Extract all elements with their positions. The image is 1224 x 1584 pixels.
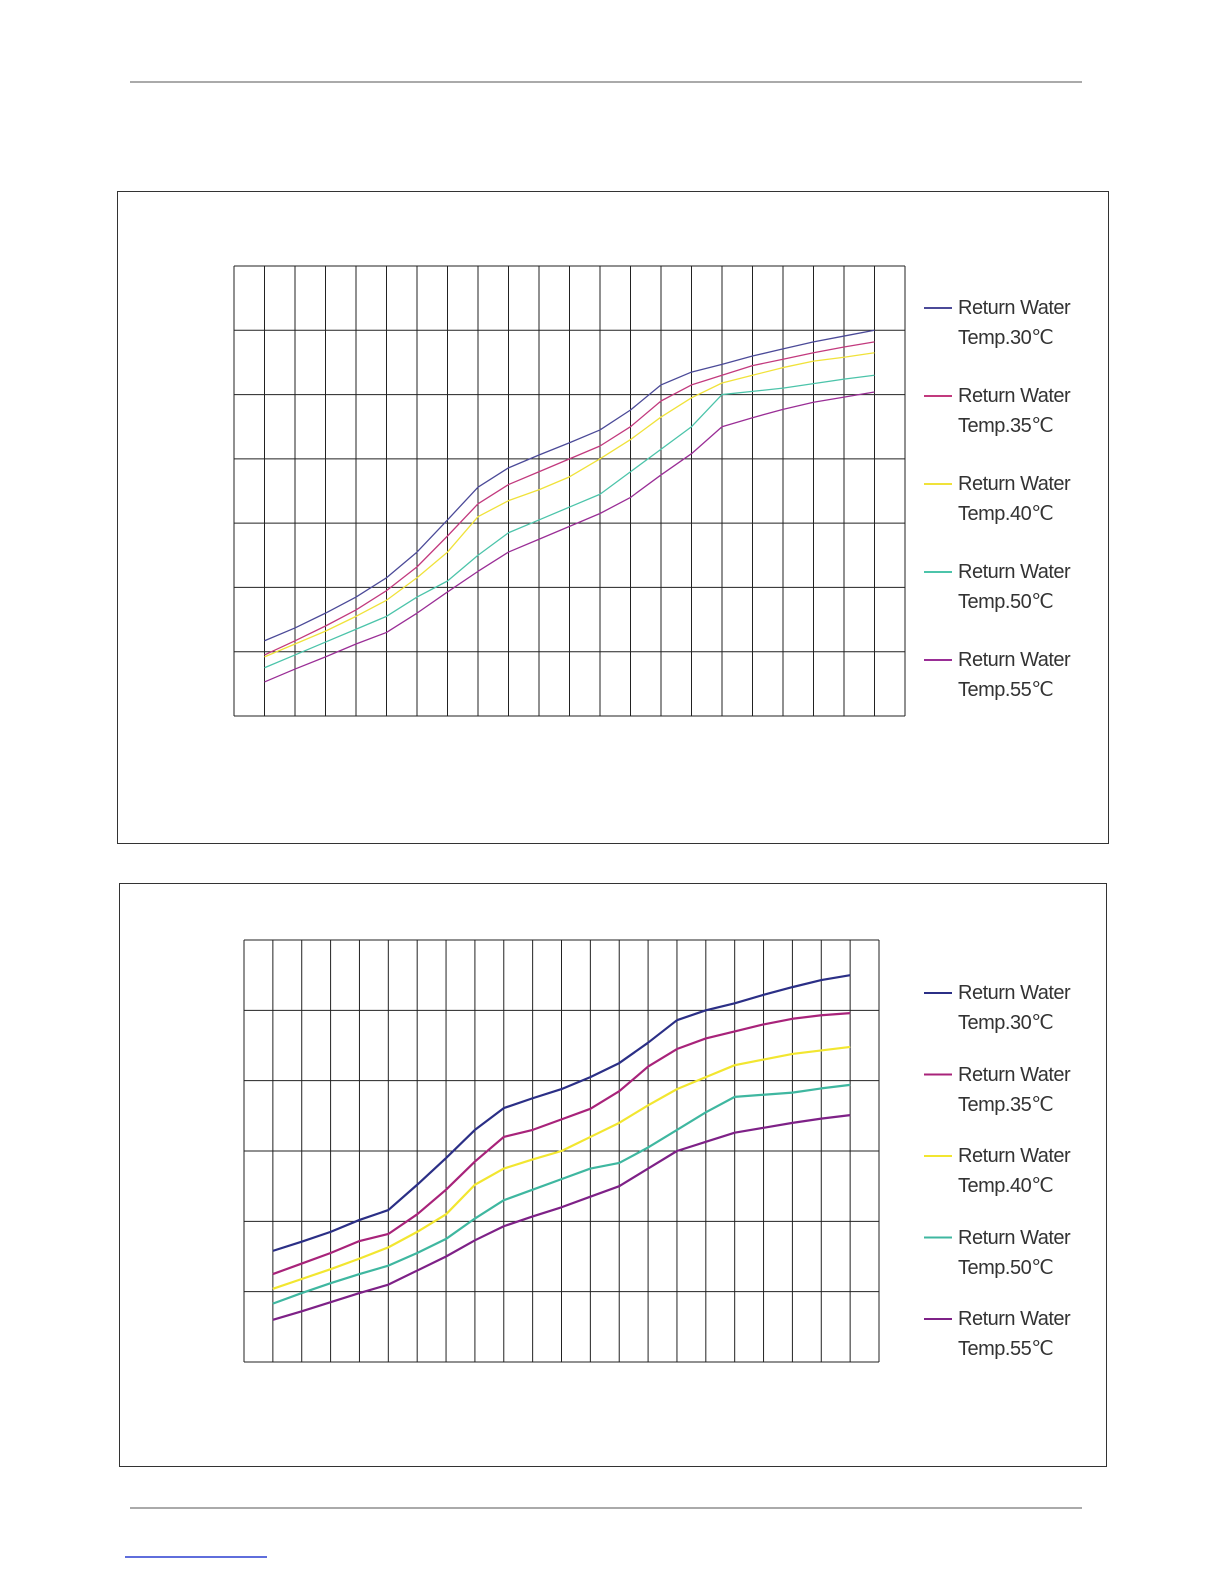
legend-label: Return Water Temp.30℃ [958, 982, 1071, 1034]
legend-label: Return Water Temp.35℃ [958, 1063, 1071, 1116]
series-line [272, 1083, 851, 1305]
series-line [264, 352, 875, 658]
legend-label: Return Water Temp.40℃ [958, 473, 1071, 525]
series-line [264, 329, 875, 642]
series-line [264, 391, 875, 683]
series-line [272, 1012, 851, 1276]
series-line [272, 974, 851, 1252]
series-line [272, 1114, 851, 1321]
legend-label: Return Water Temp.40℃ [958, 1145, 1071, 1197]
series-line [264, 374, 875, 669]
series-line [264, 341, 875, 656]
legend-label: Return Water Temp.30℃ [958, 297, 1071, 349]
legend-label: Return Water Temp.55℃ [958, 1308, 1071, 1360]
legend-label: Return Water Temp.55℃ [958, 649, 1071, 701]
legend-label: Return Water Temp.35℃ [958, 385, 1071, 437]
chart-frame [117, 191, 1109, 844]
series-line [272, 1045, 851, 1290]
legend-label: Return Water Temp.50℃ [958, 561, 1071, 613]
legend-label: Return Water Temp.50℃ [958, 1226, 1071, 1279]
chart-frame [119, 883, 1107, 1467]
